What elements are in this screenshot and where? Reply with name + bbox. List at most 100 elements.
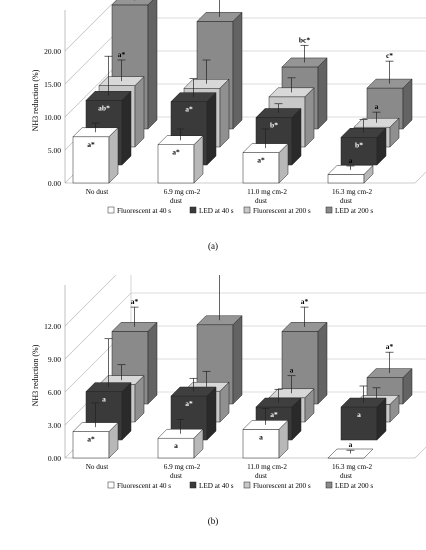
bar-side: [219, 381, 230, 423]
category-label: 6.9 mg cm-2: [164, 188, 201, 196]
panel-label: (a): [208, 241, 218, 251]
bar-side: [147, 0, 158, 130]
legend-entry: Fluorescent at 40 s: [117, 482, 171, 490]
bar-side: [317, 321, 328, 405]
bar-side: [389, 117, 400, 148]
bar-front: [242, 429, 280, 459]
bar-side: [389, 394, 400, 423]
chart-panel-a: 0.00 5.00 10.00 15.00 20.00 NH3 reduction (%)…: [31, 0, 426, 251]
data-label: a: [357, 410, 361, 419]
bar-side: [402, 367, 413, 405]
bar-side: [121, 90, 132, 166]
bar: a: [327, 440, 374, 459]
bar-chart-a: 0.00 5.00 10.00 15.00 20.00 NH3 reduction (%)…: [31, 0, 426, 251]
bar: c*: [366, 51, 413, 130]
category-label: dust: [340, 197, 352, 205]
bar: a*: [72, 402, 119, 459]
data-label: a*: [257, 156, 265, 165]
legend-swatch: [189, 206, 197, 214]
y-tick-label: 15.00: [44, 80, 61, 89]
y-tick-label: 3.00: [48, 421, 61, 430]
data-label: ab*: [98, 103, 110, 112]
legend-entry: LED at 40 s: [199, 482, 234, 490]
bar-side: [304, 388, 315, 423]
legend-swatch: [325, 481, 333, 489]
bar-side: [108, 127, 119, 184]
data-label: a: [102, 395, 106, 404]
y-axis-label: NH3 reduction (%): [31, 344, 40, 406]
legend-entry: Fluorescent at 200 s: [253, 482, 311, 490]
bar-side: [291, 107, 302, 166]
bar-side: [134, 76, 145, 148]
gridline-side: [64, 275, 117, 327]
data-label: a*: [270, 410, 278, 419]
bars: a*aa*a*aaa*a*aa*aaa: [72, 275, 413, 459]
floor-right-edge: [414, 446, 426, 459]
legend-swatch: [243, 206, 251, 214]
legend-entry: LED at 200 s: [335, 207, 373, 215]
bar-side: [232, 11, 243, 130]
data-label: a*: [301, 297, 309, 306]
data-label: bc*: [299, 35, 311, 44]
category-label: dust: [255, 197, 267, 205]
bar-side: [304, 87, 315, 148]
bar-side: [206, 386, 217, 441]
bar-side: [278, 143, 289, 184]
y-tick-label: 6.00: [48, 388, 61, 397]
bar: b*: [340, 119, 387, 166]
bar: a*: [157, 128, 204, 184]
data-label: b*: [355, 140, 363, 149]
legend-entry: LED at 40 s: [199, 207, 234, 215]
legend-entry: LED at 200 s: [335, 482, 373, 490]
bar: a: [327, 156, 374, 184]
bar-chart-b: 0.00 3.00 6.00 9.00 12.00 NH3 reduction (%) a*…: [31, 275, 426, 526]
y-tick-label: 5.00: [48, 146, 61, 155]
bar: a: [340, 385, 387, 441]
data-label: a*: [87, 140, 95, 149]
category-label: dust: [170, 472, 182, 480]
y-tick-label: 0.00: [48, 454, 61, 463]
category-label: 16.3 mg cm-2: [332, 463, 373, 471]
legend-entry: Fluorescent at 40 s: [117, 207, 171, 215]
data-label: a: [174, 441, 178, 450]
category-label: dust: [170, 197, 182, 205]
data-label: a*: [185, 399, 193, 408]
bar: a: [196, 275, 243, 405]
legend-swatch: [107, 206, 115, 214]
y-axis-label: NH3 reduction (%): [31, 69, 40, 131]
bar-side: [134, 374, 145, 423]
y-tick-label: 0.00: [48, 179, 61, 188]
bar-side: [376, 397, 387, 441]
bar-side: [232, 315, 243, 405]
gridline-side: [64, 0, 117, 52]
data-label: a: [290, 366, 294, 375]
category-label: 11.0 mg cm-2: [247, 188, 287, 196]
chart-panel-b: 0.00 3.00 6.00 9.00 12.00 NH3 reduction (%) a*…: [0, 275, 426, 550]
y-tick-label: 20.00: [44, 47, 61, 56]
legend-swatch: [189, 481, 197, 489]
bar-side: [402, 78, 413, 130]
legend: Fluorescent at 40 s LED at 40 s Fluorescen…: [107, 481, 373, 490]
bar: a: [242, 408, 289, 459]
category-label: dust: [255, 472, 267, 480]
bar-front: [157, 144, 195, 184]
data-label: a: [349, 440, 353, 449]
bar-front: [340, 137, 378, 166]
data-label: a: [375, 102, 379, 111]
bar-side: [363, 164, 374, 184]
data-label: a: [259, 432, 263, 441]
category-label: 6.9 mg cm-2: [164, 463, 201, 471]
category-label: No dust: [86, 188, 109, 196]
bar: b*: [255, 103, 302, 166]
panel-label: (b): [208, 516, 219, 526]
legend-swatch: [325, 206, 333, 214]
y-tick-label: 9.00: [48, 355, 61, 364]
bar-front: [327, 174, 365, 184]
category-label: dust: [340, 472, 352, 480]
bar-side: [147, 321, 158, 405]
y-tick-label: 10.00: [44, 113, 61, 122]
bar-side: [108, 421, 119, 459]
bar: a*: [281, 297, 328, 405]
legend-entry: Fluorescent at 200 s: [253, 207, 311, 215]
data-label: a*: [386, 342, 394, 351]
